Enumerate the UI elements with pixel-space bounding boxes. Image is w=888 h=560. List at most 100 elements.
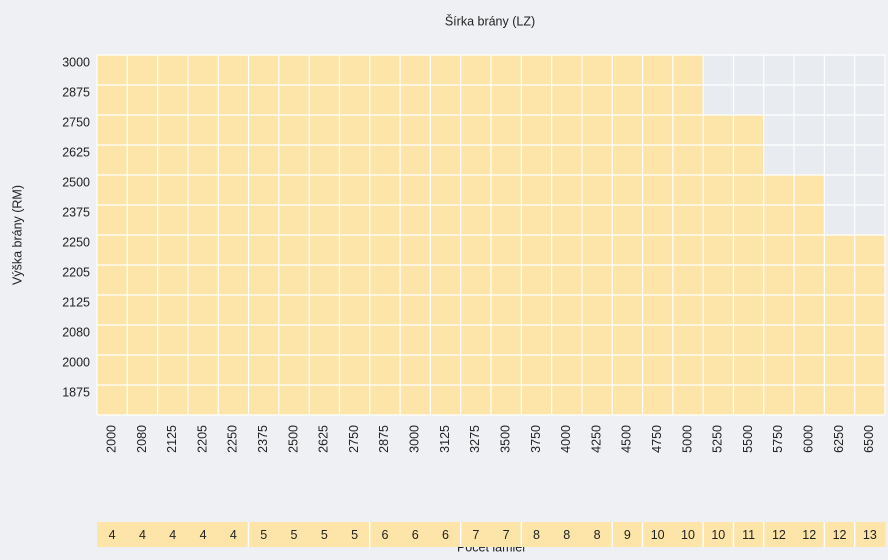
cell xyxy=(127,115,158,145)
cell xyxy=(187,265,219,295)
row-label: 2625 xyxy=(62,145,90,159)
cell xyxy=(127,175,158,205)
cell xyxy=(278,85,310,115)
column-label: 2125 xyxy=(165,425,179,453)
cell xyxy=(581,205,613,235)
cell xyxy=(430,235,461,265)
cell xyxy=(703,355,734,385)
cell xyxy=(187,355,219,385)
lamella-label: 5 xyxy=(351,528,358,542)
lamella-label: 4 xyxy=(230,528,237,542)
cell xyxy=(157,145,188,175)
cell xyxy=(491,85,522,115)
row-label: 2080 xyxy=(62,325,90,339)
lamella-label: 6 xyxy=(442,528,449,542)
cell xyxy=(733,175,764,205)
column-label: 5250 xyxy=(711,425,725,453)
cell xyxy=(733,385,764,415)
lamella-cell xyxy=(430,522,462,547)
cell xyxy=(794,235,825,265)
cell xyxy=(369,265,401,295)
row-label: 2375 xyxy=(62,205,90,219)
cell xyxy=(551,355,582,385)
cell xyxy=(824,115,855,145)
lamella-cell xyxy=(309,522,340,547)
cell xyxy=(339,355,370,385)
cell xyxy=(854,385,885,415)
cell xyxy=(551,325,582,355)
cell xyxy=(97,175,128,205)
cell xyxy=(400,235,431,265)
cell xyxy=(309,355,340,385)
cell xyxy=(157,175,188,205)
cell xyxy=(794,175,825,205)
column-label: 6500 xyxy=(862,425,876,453)
cell xyxy=(581,265,613,295)
lamella-label: 4 xyxy=(200,528,207,542)
cell xyxy=(763,115,795,145)
cell xyxy=(672,175,704,205)
lamella-cell xyxy=(400,522,431,547)
lamella-cell xyxy=(672,522,704,547)
cell xyxy=(491,145,522,175)
cell xyxy=(642,385,673,415)
cell xyxy=(127,385,158,415)
cell xyxy=(733,115,764,145)
cell xyxy=(854,205,885,235)
cell xyxy=(248,205,279,235)
lamella-label: 12 xyxy=(802,528,816,542)
cell xyxy=(278,265,310,295)
lamella-cell xyxy=(763,522,795,547)
cell xyxy=(309,325,340,355)
cell xyxy=(854,55,885,85)
cell xyxy=(794,355,825,385)
cell xyxy=(672,295,704,325)
cell xyxy=(551,235,582,265)
row-label: 2125 xyxy=(62,295,90,309)
cell xyxy=(794,295,825,325)
cell xyxy=(309,295,340,325)
cell xyxy=(278,175,310,205)
cell xyxy=(491,235,522,265)
cell xyxy=(612,265,643,295)
cell xyxy=(309,385,340,415)
cell xyxy=(430,355,461,385)
cell xyxy=(794,85,825,115)
lamella-cell xyxy=(581,522,613,547)
cell xyxy=(127,145,158,175)
cell xyxy=(521,205,552,235)
cell xyxy=(157,115,188,145)
cell xyxy=(339,295,370,325)
cell xyxy=(794,385,825,415)
cell xyxy=(369,325,401,355)
cell xyxy=(854,145,885,175)
cell xyxy=(824,235,855,265)
column-label: 3125 xyxy=(438,425,452,453)
lamella-cell xyxy=(642,522,674,547)
lamella-label: 4 xyxy=(109,528,116,542)
cell xyxy=(824,385,855,415)
cell xyxy=(733,235,764,265)
column-label: 4250 xyxy=(589,425,603,453)
cell xyxy=(369,85,401,115)
cell xyxy=(612,295,643,325)
cell xyxy=(430,115,461,145)
cell xyxy=(854,325,885,355)
cell xyxy=(400,175,431,205)
cell xyxy=(491,175,522,205)
cell xyxy=(521,265,552,295)
cell xyxy=(672,265,704,295)
cell xyxy=(794,115,825,145)
cell xyxy=(642,205,673,235)
cell xyxy=(157,235,188,265)
cell xyxy=(187,145,219,175)
cell xyxy=(763,355,795,385)
cell xyxy=(642,325,673,355)
column-label: 5500 xyxy=(741,425,755,453)
cell xyxy=(430,295,461,325)
lamella-label: 12 xyxy=(833,528,847,542)
cell xyxy=(612,175,643,205)
cell xyxy=(339,55,370,85)
cell xyxy=(703,205,734,235)
cell xyxy=(551,295,582,325)
